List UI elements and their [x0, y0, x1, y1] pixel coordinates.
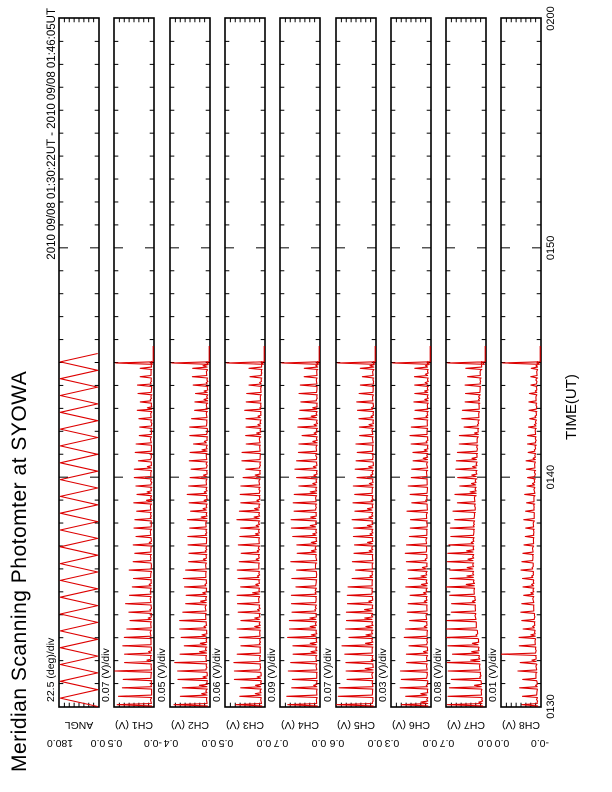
panel-trace: [226, 346, 265, 707]
panel-trace: [281, 346, 320, 707]
panel-div-label: 0.07 (V)/div: [100, 648, 113, 702]
panel-plot-area: [224, 17, 266, 708]
panel-tick-max: 0.0: [495, 737, 510, 749]
panel-axis-name: CH4 (V): [281, 719, 320, 731]
panel-ch1: [113, 17, 156, 708]
panel-axis-name: ANGL: [64, 719, 94, 731]
panel-ch3: [224, 17, 266, 708]
panel-ch5: [334, 17, 377, 708]
panel-axis-name: CH3 (V): [225, 719, 264, 731]
panel-tick-min: 0.0: [90, 737, 106, 749]
panel-frame: [500, 17, 543, 708]
panel-axis-name: CH7 (V): [447, 719, 486, 731]
x-tick-label: 0130: [545, 694, 557, 719]
panel-angl: [58, 17, 100, 708]
panel-tick-min: -0.0: [144, 737, 163, 749]
panel-plot-area: [58, 17, 100, 708]
panel-div-label: 0.07 (V)/div: [321, 648, 334, 702]
time-axis-label: TIME(UT): [563, 374, 580, 440]
panel-tick-max: 0.7: [439, 737, 455, 749]
panel-plot-area: [113, 17, 156, 708]
panel-plot-area: [279, 17, 321, 708]
panel-axis-name: CH5 (V): [336, 719, 375, 731]
panel-tick-max: 180.0: [46, 737, 74, 749]
panel-tick-min: 0.0: [311, 737, 327, 749]
panel-frame: [168, 17, 211, 708]
panel-plot-area: [445, 17, 487, 708]
panel-ch7: [445, 17, 487, 708]
panel-tick-min: 0.0: [477, 737, 493, 749]
panel-ch6: [389, 17, 432, 708]
panel-frame: [113, 17, 156, 708]
panel-axis-name: CH2 (V): [170, 719, 209, 731]
panel-ch8: [500, 17, 543, 708]
panel-axis-name: CH1 (V): [115, 719, 154, 731]
panel-trace: [446, 346, 486, 707]
panel-div-label: 0.01 (V)/div: [487, 648, 500, 702]
panel-trace: [170, 346, 210, 707]
plot-title: Meridian Scanning Photomter at SYOWA: [8, 370, 31, 772]
panel-tick-min: 0.0: [256, 737, 272, 749]
x-tick-label: 0140: [545, 464, 557, 490]
panel-axis-name: CH6 (V): [391, 719, 430, 731]
panel-trace: [391, 346, 431, 707]
panel-trace: [114, 346, 155, 707]
panel-tick-min: -0.0: [531, 737, 550, 749]
panel-tick-min: 0.0: [367, 737, 382, 749]
panel-trace: [335, 346, 376, 707]
panel-div-label: 0.09 (V)/div: [266, 648, 279, 702]
x-tick-label: 0200: [545, 6, 557, 31]
panel-ch4: [279, 17, 321, 708]
panel-plot-area: [168, 17, 211, 708]
panel-tick-max: 0.7: [273, 737, 289, 749]
panel-tick-max: 0.5: [218, 737, 234, 749]
panel-div-label: 0.03 (V)/div: [376, 648, 389, 702]
panel-ch2: [168, 17, 211, 708]
panel-plot-area: [389, 17, 432, 708]
panel-frame: [279, 17, 321, 708]
panel-tick-min: 0.0: [422, 737, 438, 749]
panel-tick-max: 0.6: [329, 737, 344, 749]
panel-axis-name: CH8 (V): [502, 719, 541, 731]
panel-tick-max: 0.5: [107, 737, 123, 749]
panel-tick-max: 0.3: [384, 737, 400, 749]
panel-div-label: 0.08 (V)/div: [432, 648, 445, 702]
panel-tick-min: 0.0: [201, 737, 216, 749]
panel-tick-max: 0.4: [163, 737, 178, 749]
x-tick-label: 0150: [545, 235, 557, 261]
panel-plot-area: [334, 17, 377, 708]
panel-div-label: 22.5 (deg)/div: [45, 637, 57, 702]
panel-frame: [58, 17, 100, 708]
panel-frame: [445, 17, 487, 708]
panel-frame: [389, 17, 432, 708]
panel-div-label: 0.06 (V)/div: [210, 648, 223, 702]
panel-plot-area: [500, 17, 543, 708]
panel-frame: [224, 17, 266, 708]
date-range: 2010 09/08 01:30:22UT - 2010 09/08 01:46…: [46, 8, 58, 260]
panel-frame: [334, 17, 377, 708]
panel-trace: [59, 352, 99, 708]
panel-trace: [501, 346, 542, 707]
panel-div-label: 0.05 (V)/div: [155, 648, 168, 702]
